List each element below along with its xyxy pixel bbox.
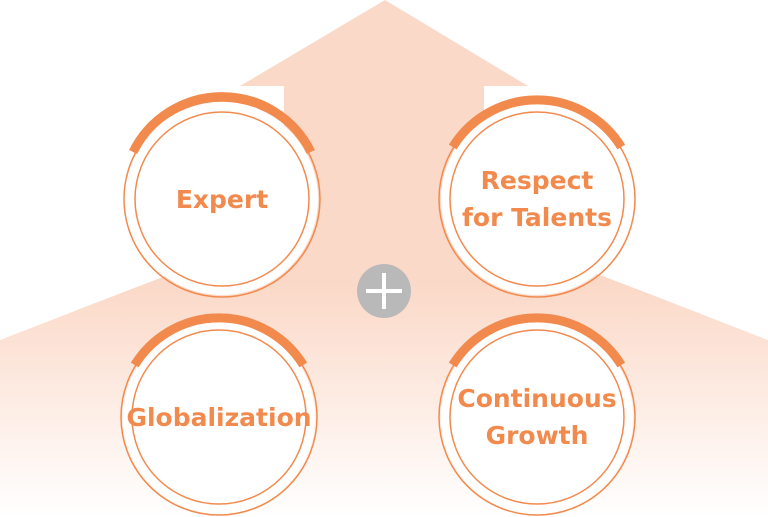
circle-globalization (120, 313, 318, 516)
plus-icon (357, 264, 411, 318)
label-growth-line-1: Continuous (457, 384, 617, 413)
label-growth: Continuous Growth (447, 367, 627, 467)
label-expert: Expert (132, 149, 312, 249)
circle-growth (438, 313, 636, 516)
label-respect-line-1: Respect (480, 166, 594, 195)
circle-respect (438, 95, 636, 298)
label-respect-line-2: for Talents (462, 203, 612, 232)
label-respect: Respect for Talents (447, 149, 627, 249)
label-globalization-line-1: Globalization (126, 402, 312, 432)
label-growth-line-2: Growth (485, 421, 589, 450)
label-globalization: Globalization (126, 367, 312, 467)
label-expert-line-1: Expert (175, 184, 269, 214)
circle-expert (123, 92, 321, 298)
